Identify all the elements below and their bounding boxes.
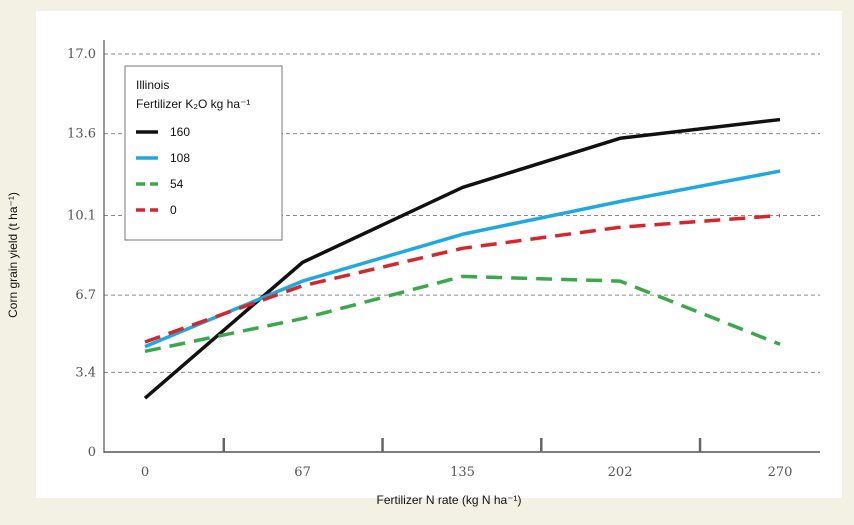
legend-label: 108 xyxy=(170,151,190,165)
legend-label: 160 xyxy=(170,125,190,139)
legend-label: 0 xyxy=(170,203,177,217)
legend-label: 54 xyxy=(170,177,184,191)
legend-box xyxy=(124,65,283,241)
legend-title-line1: Illinois xyxy=(136,78,169,92)
y-axis-title: Corn grain yield (t ha⁻¹) xyxy=(6,192,20,318)
legend-title-line2: Fertilizer K₂O kg ha⁻¹ xyxy=(136,97,250,111)
series-line-0 xyxy=(144,213,781,344)
y-tick-label: 3.4 xyxy=(75,365,96,380)
y-tick-label: 6.7 xyxy=(75,288,96,303)
y-tick-label: 0 xyxy=(88,445,96,460)
y-tick-label: 17.0 xyxy=(67,47,96,62)
x-tick-label: 270 xyxy=(768,465,793,480)
y-tick-label: 13.6 xyxy=(67,127,96,142)
x-tick-label: 67 xyxy=(294,465,311,480)
series-line-160 xyxy=(143,117,781,400)
series-line-54 xyxy=(144,274,781,354)
x-axis-title: Fertilizer N rate (kg N ha⁻¹) xyxy=(376,493,521,507)
x-tick-label: 135 xyxy=(450,465,475,480)
y-tick-label: 10.1 xyxy=(67,209,96,224)
x-tick-label: 202 xyxy=(608,465,633,480)
x-tick-label: 0 xyxy=(141,465,149,480)
